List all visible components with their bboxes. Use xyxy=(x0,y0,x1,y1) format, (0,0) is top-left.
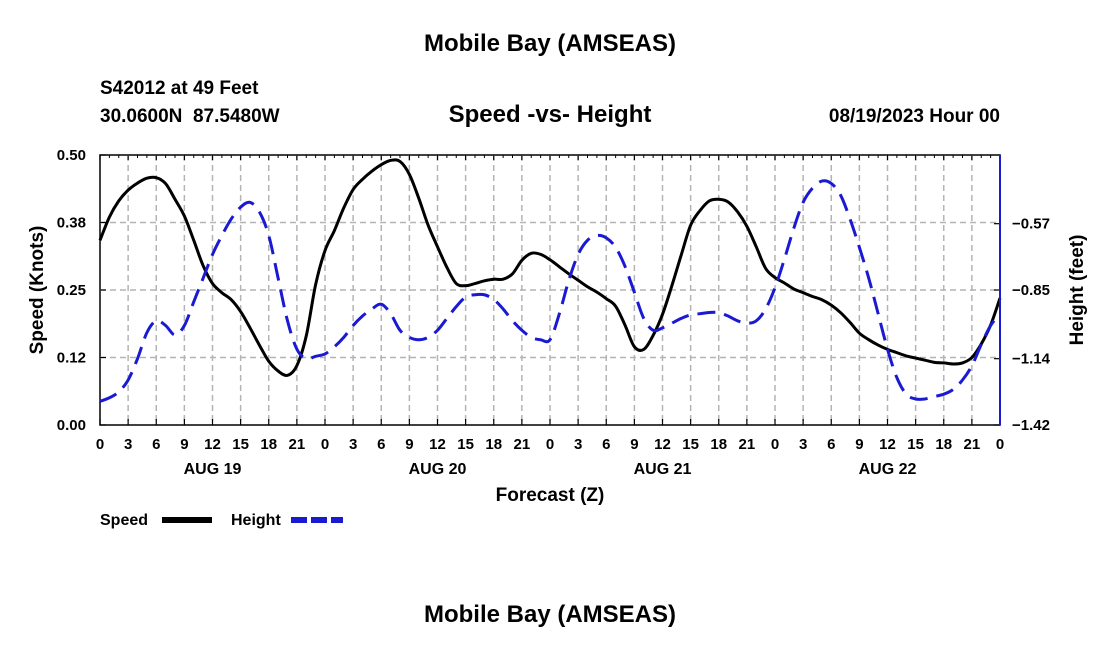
forecast-date-label: 08/19/2023 Hour 00 xyxy=(828,106,1000,127)
x-tick-label: 12 xyxy=(429,436,446,453)
x-tick-label: 6 xyxy=(827,436,835,453)
station-label: S42012 at 49 Feet xyxy=(100,78,259,99)
x-tick-label: 9 xyxy=(855,436,863,453)
x-tick-label: 21 xyxy=(514,436,531,453)
y2-tick-label: −0.85 xyxy=(1012,282,1050,299)
axis-layer: 0 3 6 9 12 15 18 21 0 3 6 9 12 15 18 21 0 3 6 9 12 15 18 21 0 3 6 9… xyxy=(57,147,1051,478)
x-tick-label: 12 xyxy=(204,436,221,453)
day-label: AUG 21 xyxy=(634,461,692,478)
y-axis-label: Speed (Knots) xyxy=(27,226,48,355)
x-tick-label: 0 xyxy=(546,436,554,453)
grid-layer xyxy=(100,155,1000,425)
x-tick-label: 0 xyxy=(321,436,329,453)
x-tick-label: 6 xyxy=(377,436,385,453)
series-layer xyxy=(98,158,1002,403)
x-tick-label: 15 xyxy=(232,436,249,453)
legend-height-label: Height xyxy=(231,512,281,529)
legend: Speed Height xyxy=(100,512,343,529)
chart-title: Speed -vs- Height xyxy=(448,101,652,128)
y2-tick-label: −1.42 xyxy=(1012,417,1050,434)
x-tick-label: 15 xyxy=(682,436,699,453)
y-tick-label: 0.12 xyxy=(57,350,86,367)
x-tick-label: 0 xyxy=(771,436,779,453)
day-label: AUG 20 xyxy=(409,461,467,478)
x-axis-label: Forecast (Z) xyxy=(496,485,605,506)
x-tick-label: 15 xyxy=(907,436,924,453)
page-title: Mobile Bay (AMSEAS) xyxy=(423,30,677,57)
x-tick-label: 12 xyxy=(879,436,896,453)
x-tick-label: 3 xyxy=(349,436,357,453)
x-tick-label: 18 xyxy=(260,436,277,453)
y-tick-label: 0.38 xyxy=(57,215,86,232)
x-tick-label: 9 xyxy=(180,436,188,453)
x-tick-label: 0 xyxy=(96,436,104,453)
x-tick-label: 18 xyxy=(710,436,727,453)
coordinates-label: 30.0600N 87.5480W xyxy=(100,106,280,127)
x-tick-label: 3 xyxy=(574,436,582,453)
x-tick-label: 21 xyxy=(289,436,306,453)
x-tick-label: 21 xyxy=(964,436,981,453)
y2-axis-label: Height (feet) xyxy=(1067,235,1088,346)
y-tick-label: 0.00 xyxy=(57,417,86,434)
x-tick-label: 6 xyxy=(602,436,610,453)
x-tick-label: 9 xyxy=(630,436,638,453)
legend-speed-label: Speed xyxy=(100,512,148,529)
y-tick-label: 0.25 xyxy=(57,282,86,299)
x-tick-label: 15 xyxy=(457,436,474,453)
y2-tick-label: −0.57 xyxy=(1012,216,1050,233)
x-tick-label: 9 xyxy=(405,436,413,453)
x-tick-label: 0 xyxy=(996,436,1004,453)
x-tick-label: 6 xyxy=(152,436,160,453)
x-tick-label: 12 xyxy=(654,436,671,453)
y2-tick-label: −1.14 xyxy=(1012,351,1051,368)
page-title-bottom: Mobile Bay (AMSEAS) xyxy=(423,601,677,628)
y-tick-label: 0.50 xyxy=(57,147,86,164)
height-series-line xyxy=(99,179,1002,403)
x-tick-label: 3 xyxy=(799,436,807,453)
day-label: AUG 22 xyxy=(859,461,917,478)
x-tick-label: 3 xyxy=(124,436,132,453)
speed-series-line xyxy=(98,158,1002,377)
x-tick-label: 18 xyxy=(935,436,952,453)
x-tick-label: 18 xyxy=(485,436,502,453)
day-label: AUG 19 xyxy=(184,461,242,478)
x-tick-label: 21 xyxy=(739,436,756,453)
